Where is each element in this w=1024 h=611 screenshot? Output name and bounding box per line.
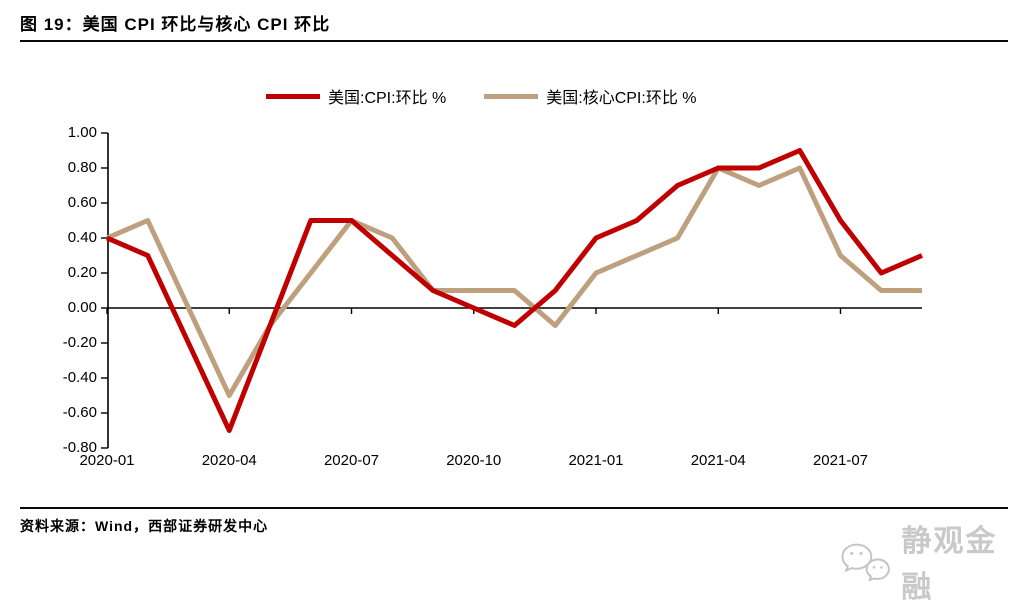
y-tick-label: 0.60 [67,194,97,211]
legend-label-core-cpi: 美国:核心CPI:环比 % [546,90,697,107]
x-tick-label: 2020-10 [446,452,502,469]
legend-label-cpi: 美国:CPI:环比 % [328,90,447,107]
y-tick-label: 0.00 [67,299,97,316]
core-cpi-line-swatch [484,93,539,99]
x-tick-label: 2020-07 [323,452,380,469]
cpi-line-swatch [266,93,320,99]
y-tick-label: 0.80 [67,159,97,176]
cpi-line [106,148,923,433]
y-tick-label: 1.00 [67,124,97,141]
figure-title: 图 19：美国 CPI 环比与核心 CPI 环比 [20,15,331,34]
y-tick-label: -0.40 [62,369,97,386]
line-chart [101,132,923,449]
legend-item-core-cpi: 美国:核心CPI:环比 % [484,84,697,108]
wechat-icon [841,543,890,582]
chart-legend: 美国:CPI:环比 % 美国:核心CPI:环比 % [266,84,697,108]
y-tick-label: 0.40 [67,229,97,246]
title-divider [20,40,1008,42]
x-tick-label: 2020-04 [201,452,257,469]
x-tick-label: 2021-01 [568,452,624,469]
x-tick-label: 2020-01 [79,452,135,469]
legend-item-cpi: 美国:CPI:环比 % [266,84,446,108]
x-tick-label: 2021-07 [812,452,869,469]
source-note: 资料来源：Wind，西部证券研发中心 [20,518,269,534]
watermark-text: 静观金融 [901,525,998,604]
core-cpi-line [106,165,922,398]
y-tick-label: -0.60 [62,404,97,421]
x-tick-label: 2021-04 [690,452,746,469]
watermark: 静观金融 [836,519,1024,611]
y-tick-label: 0.20 [67,264,97,281]
footer-divider [20,507,1008,509]
y-tick-label: -0.80 [62,439,97,456]
y-tick-label: -0.20 [62,334,97,351]
